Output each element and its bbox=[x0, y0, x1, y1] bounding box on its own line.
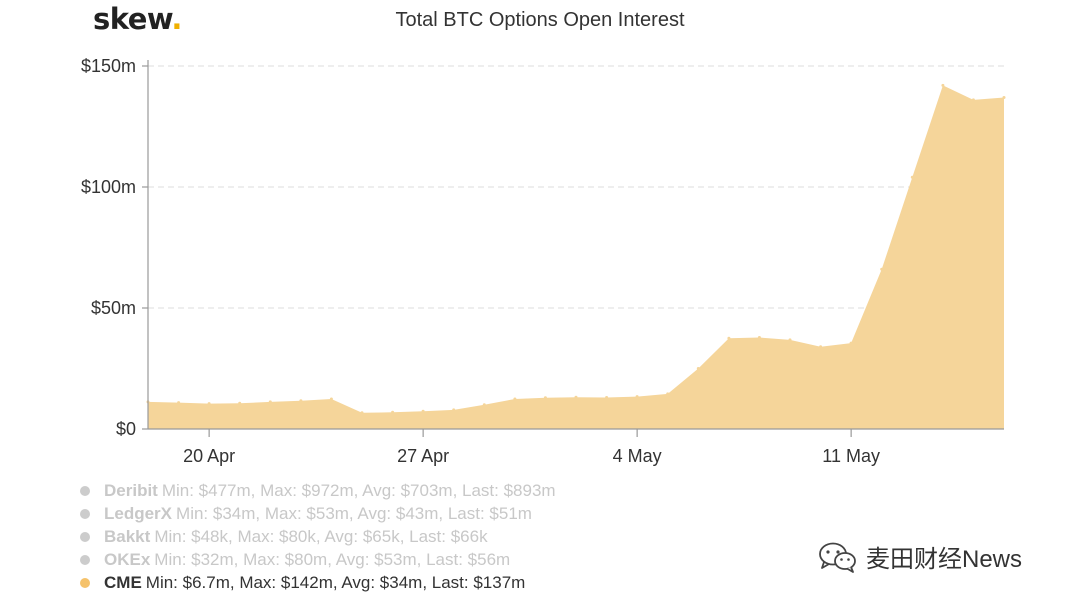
legend-series-name: Deribit bbox=[104, 481, 158, 500]
legend-series-name: CME bbox=[104, 573, 142, 592]
data-point bbox=[391, 410, 395, 414]
watermark-text: 麦田财经News bbox=[866, 546, 1023, 573]
watermark: 麦田财经News bbox=[818, 539, 1022, 574]
data-point bbox=[605, 396, 609, 399]
data-point bbox=[452, 408, 456, 412]
x-tick-label: 27 Apr bbox=[397, 446, 449, 466]
y-tick-label: $50m bbox=[91, 298, 136, 318]
data-point bbox=[757, 336, 761, 339]
legend-marker bbox=[80, 508, 90, 519]
data-point bbox=[849, 341, 853, 345]
legend-stats: Min: $477m, Max: $972m, Avg: $703m, Last… bbox=[161, 481, 556, 500]
data-point bbox=[299, 399, 303, 403]
x-tick-label: 20 Apr bbox=[183, 446, 235, 466]
legend-series-name: LedgerX bbox=[104, 504, 173, 523]
legend-item-bakkt[interactable]: Bakkt Min: $48k, Max: $80k, Avg: $65k, La… bbox=[80, 525, 556, 548]
data-point bbox=[635, 395, 639, 399]
data-point bbox=[482, 403, 486, 407]
chart-title: Total BTC Options Open Interest bbox=[395, 9, 685, 31]
legend-marker bbox=[80, 531, 90, 542]
legend-item-ledgerx[interactable]: LedgerX Min: $34m, Max: $53m, Avg: $43m, … bbox=[80, 502, 556, 525]
data-point bbox=[543, 396, 547, 400]
data-point bbox=[727, 336, 731, 340]
legend-series-name: Bakkt bbox=[104, 527, 151, 546]
legend-stats: Min: $6.7m, Max: $142m, Avg: $34m, Last:… bbox=[145, 573, 526, 592]
chart-area: $0 $50m $100m $150m 20 Apr 27 Apr 4 May 11 May bbox=[81, 56, 1006, 466]
y-tick-label: $0 bbox=[116, 419, 136, 439]
data-point bbox=[941, 83, 945, 87]
data-point bbox=[574, 395, 578, 399]
x-tick-label: 4 May bbox=[613, 446, 662, 466]
data-point bbox=[177, 401, 181, 405]
legend-marker bbox=[80, 554, 90, 565]
data-point bbox=[819, 345, 823, 349]
y-tick-label: $100m bbox=[81, 177, 136, 197]
data-point bbox=[910, 175, 914, 179]
legend-item-deribit[interactable]: Deribit Min: $477m, Max: $972m, Avg: $703… bbox=[80, 479, 556, 502]
data-point bbox=[421, 409, 425, 413]
skew-logo: skew. bbox=[93, 2, 182, 36]
data-point bbox=[360, 411, 364, 415]
data-point bbox=[788, 338, 792, 342]
x-tick-label: 11 May bbox=[822, 446, 880, 466]
legend-item-cme[interactable]: CME Min: $6.7m, Max: $142m, Avg: $34m, La… bbox=[80, 571, 556, 594]
data-point bbox=[971, 98, 975, 102]
data-point bbox=[666, 392, 670, 396]
wechat-icon bbox=[819, 542, 856, 573]
data-point bbox=[268, 400, 272, 404]
chart-legend: Deribit Min: $477m, Max: $972m, Avg: $703… bbox=[80, 479, 556, 594]
legend-stats: Min: $32m, Max: $80m, Avg: $53m, Last: $… bbox=[154, 550, 511, 569]
data-point bbox=[1002, 96, 1006, 99]
legend-marker bbox=[80, 485, 90, 496]
data-point bbox=[238, 401, 242, 405]
series-area-cme bbox=[148, 85, 1004, 430]
data-point bbox=[880, 267, 884, 271]
data-point bbox=[513, 397, 517, 401]
legend-item-okex[interactable]: OKEx Min: $32m, Max: $80m, Avg: $53m, Las… bbox=[80, 548, 556, 571]
legend-series-name: OKEx bbox=[104, 550, 151, 569]
legend-marker bbox=[80, 577, 90, 588]
y-tick-label: $150m bbox=[81, 56, 136, 76]
legend-stats: Min: $34m, Max: $53m, Avg: $43m, Last: $… bbox=[176, 504, 532, 523]
data-point bbox=[696, 367, 700, 370]
data-point bbox=[207, 402, 211, 406]
data-point bbox=[329, 397, 333, 401]
legend-stats: Min: $48k, Max: $80k, Avg: $65k, Last: $… bbox=[154, 527, 488, 546]
